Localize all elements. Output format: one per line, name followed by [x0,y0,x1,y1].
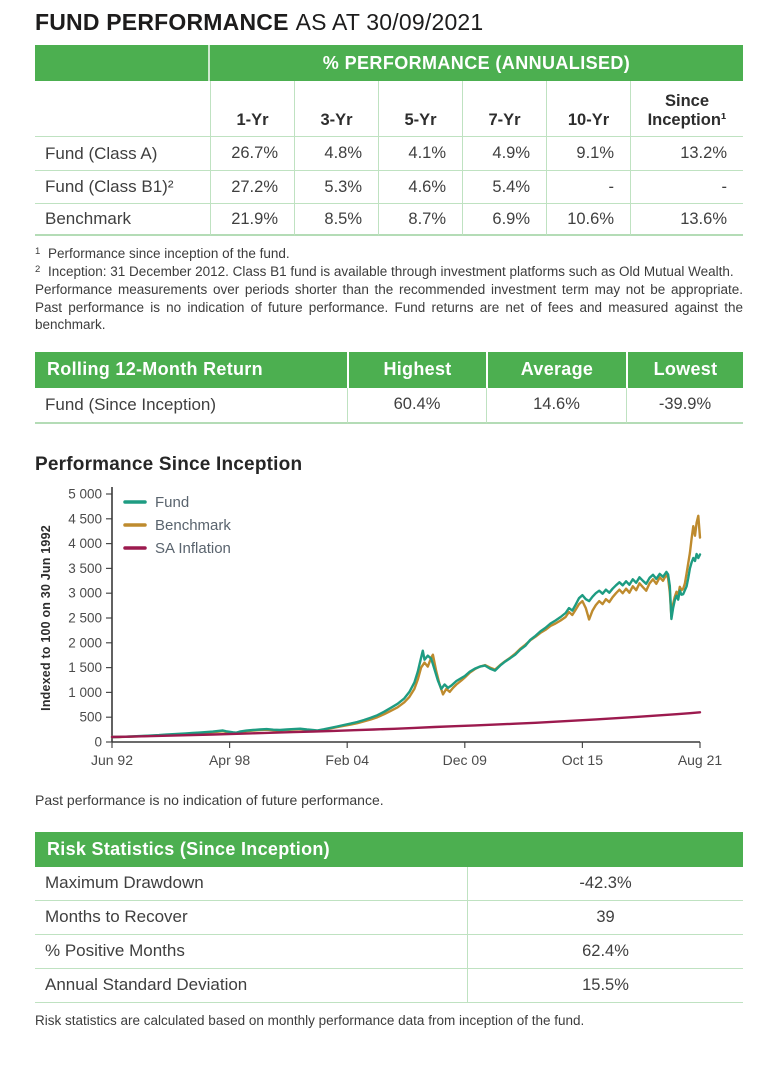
perf-cell: 13.2% [630,137,743,170]
perf-cell: - [546,170,630,203]
footnote-marker: 1 [35,246,41,257]
risk-row-label: Months to Recover [35,901,467,935]
performance-table-band-spacer [35,45,210,81]
performance-table: % PERFORMANCE (ANNUALISED) 1-Yr 3-Yr 5-Yr 7… [35,45,743,236]
performance-note: Performance measurements over periods sh… [35,282,743,333]
perf-row-label: Fund (Class B1)² [35,170,210,203]
past-performance-note: Past performance is no indication of fut… [35,791,384,808]
perf-cell: 4.8% [294,137,378,170]
perf-column-header: 7-Yr [462,81,546,137]
rolling-cell: -39.9% [626,387,743,424]
perf-cell: 4.9% [462,137,546,170]
y-tick-label: 500 [79,709,102,724]
perf-column-header: 10-Yr [546,81,630,137]
y-tick-label: 3 500 [68,561,102,576]
perf-row-label: Benchmark [35,203,210,236]
rolling-header-cell: Highest [347,351,486,388]
perf-cell: 6.9% [462,203,546,236]
series-line-fund [110,552,702,738]
chart-y-axis-label: Indexed to 100 on 30 Jun 1992 [39,525,53,711]
performance-table-band: % PERFORMANCE (ANNUALISED) [35,45,743,81]
risk-footnote: Risk statistics are calculated based on … [35,1012,585,1028]
y-tick-label: 3 000 [68,585,102,600]
perf-cell: 8.7% [378,203,462,236]
footnotes: 1 Performance since inception of the fund… [35,245,743,280]
perf-cell: 27.2% [210,170,294,203]
perf-column-header: 5-Yr [378,81,462,137]
footnote-text: Performance since inception of the fund. [48,246,290,261]
risk-cell: 39 [467,900,743,935]
rolling-header-cell: Average [486,351,626,388]
risk-cell: 62.4% [467,934,743,969]
risk-row-label: Maximum Drawdown [35,867,467,901]
rolling-header-cell: Lowest [626,351,743,388]
chart-title: Performance Since Inception [35,453,303,475]
footnote: 1 Performance since inception of the fund… [35,245,743,263]
perf-cell: 8.5% [294,203,378,236]
perf-cell: 21.9% [210,203,294,236]
rolling-table-grid: Rolling 12-Month Return Highest Average Low… [35,351,743,424]
risk-cell: 15.5% [467,968,743,1003]
rolling-row-label: Fund (Since Inception) [35,388,347,424]
risk-cell: -42.3% [467,866,743,901]
perf-cell: 10.6% [546,203,630,236]
factsheet-page: FUND PERFORMANCE AS AT 30/09/2021 % PERFO… [35,9,743,1028]
performance-table-grid: 1-Yr 3-Yr 5-Yr 7-Yr 10-Yr Since Inception¹ Fun… [35,81,743,236]
perf-cell: 4.1% [378,137,462,170]
series-line-sa-inflation [110,710,702,738]
perf-cell: 9.1% [546,137,630,170]
x-tick-label: Aug 21 [678,752,723,768]
legend-label-benchmark: Benchmark [155,517,231,534]
x-tick-label: Apr 98 [209,752,250,768]
y-tick-label: 2 000 [68,635,102,650]
performance-chart: Indexed to 100 on 30 Jun 1992 0 500 1 000 1 … [39,486,723,768]
perf-column-header-empty [35,81,210,137]
perf-cell: 13.6% [630,203,743,236]
y-tick-label: 4 500 [68,511,102,526]
x-tick-label: Feb 04 [325,752,369,768]
perf-row-label: Fund (Class A) [45,143,158,163]
x-tick-label: Oct 15 [562,752,603,768]
risk-table-header: Risk Statistics (Since Inception) [35,831,743,867]
rolling-header-cell: Rolling 12-Month Return [35,351,347,388]
x-tick-label: Jun 92 [91,752,133,768]
legend-label-fund: Fund [155,494,189,511]
perf-cell: 5.3% [294,170,378,203]
rolling-cell: 60.4% [347,387,486,424]
risk-table-grid: Maximum Drawdown -42.3% Months to Recover 3… [35,866,743,1003]
page-title: FUND PERFORMANCE AS AT 30/09/2021 [35,9,743,36]
legend-label-sa-inflation: SA Inflation [155,540,231,557]
footnote: 2 Inception: 31 December 2012. Class B1 f… [35,263,743,281]
rolling-return-table: Rolling 12-Month Return Highest Average Low… [35,351,743,424]
y-tick-label: 1 000 [68,685,102,700]
y-tick-label: 5 000 [68,486,102,501]
y-tick-label: 1 500 [68,660,102,675]
page-title-bold: FUND PERFORMANCE [35,9,289,35]
risk-row-label: Annual Standard Deviation [35,969,467,1003]
footnote-marker: 2 [35,263,41,275]
footnote-text: Inception: 31 December 2012. Class B1 fu… [48,263,734,279]
performance-table-band-title: % PERFORMANCE (ANNUALISED) [322,52,631,73]
risk-row-label: % Positive Months [35,935,467,969]
perf-column-header: 3-Yr [294,81,378,137]
perf-cell: 5.4% [462,170,546,203]
perf-cell: 4.6% [378,170,462,203]
risk-statistics-table: Risk Statistics (Since Inception) Maximu… [35,831,743,1003]
rolling-cell: 14.6% [486,387,626,424]
perf-column-header: 1-Yr [210,81,294,137]
perf-column-header: Since Inception¹ [630,81,743,137]
y-tick-label: 4 000 [68,536,102,551]
perf-cell: - [630,170,743,203]
y-tick-label: 0 [94,734,102,749]
y-tick-label: 2 500 [68,610,102,625]
page-title-date: AS AT 30/09/2021 [295,9,484,35]
x-tick-label: Dec 09 [443,752,488,768]
perf-cell: 26.7% [210,137,294,170]
